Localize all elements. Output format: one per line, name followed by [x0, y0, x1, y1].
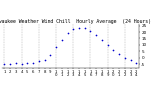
Point: [15, 62, 17, 63]
Point: [135, 62, 138, 63]
Point: [106, 44, 109, 46]
Point: [9, 63, 12, 65]
Point: [72, 29, 75, 30]
Point: [112, 49, 115, 51]
Point: [49, 54, 52, 56]
Point: [38, 61, 40, 62]
Point: [101, 39, 103, 40]
Point: [118, 53, 120, 54]
Point: [60, 39, 63, 40]
Point: [3, 63, 6, 65]
Point: [26, 62, 29, 63]
Point: [32, 62, 34, 63]
Point: [95, 34, 97, 35]
Point: [124, 57, 126, 58]
Point: [89, 30, 92, 31]
Title: Milwaukee Weather Wind Chill  Hourly Average  (24 Hours): Milwaukee Weather Wind Chill Hourly Aver…: [0, 19, 151, 24]
Point: [55, 47, 57, 48]
Point: [78, 27, 80, 29]
Point: [43, 60, 46, 61]
Point: [84, 27, 86, 29]
Point: [66, 33, 69, 34]
Point: [129, 60, 132, 61]
Point: [20, 63, 23, 65]
